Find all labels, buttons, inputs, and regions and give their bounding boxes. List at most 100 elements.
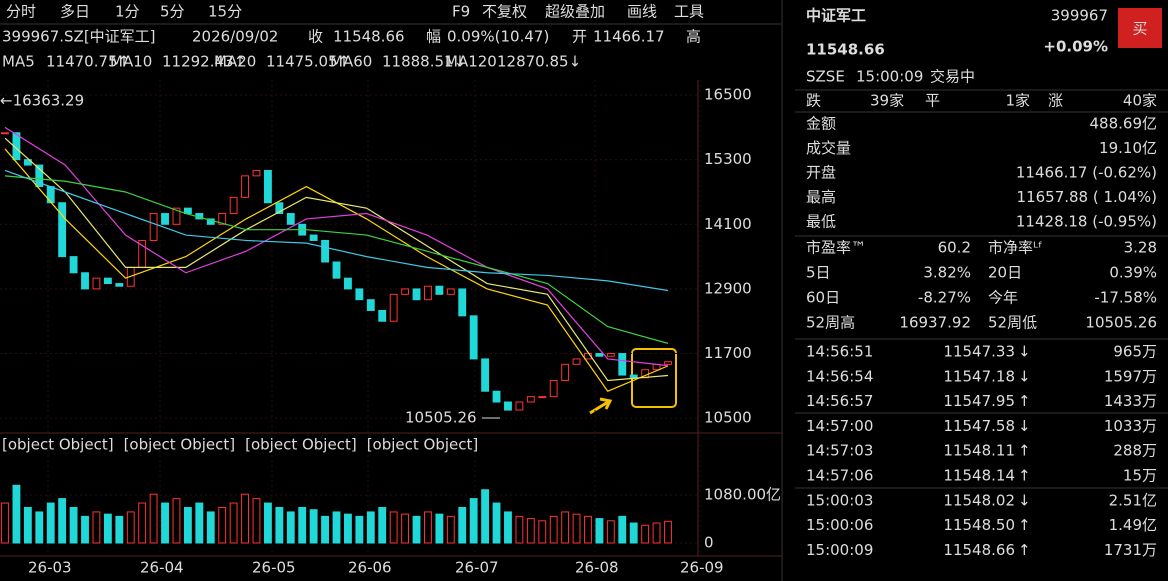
trade-price: 11548.50	[943, 516, 1015, 534]
volume-bar	[126, 511, 135, 544]
y-tick-label: 12900	[704, 279, 752, 297]
candle	[412, 288, 421, 301]
trade-volume: 15万	[1123, 467, 1157, 485]
stat-label: 金额	[806, 115, 836, 133]
trade-price: 11547.18	[943, 367, 1015, 385]
candle	[492, 390, 501, 403]
annotation: ←16363.29	[0, 92, 84, 110]
breadth: 39家	[870, 92, 904, 110]
info-text: 幅	[426, 28, 441, 46]
trade-arrow: ↓	[1018, 343, 1031, 361]
stat-label: 5日	[806, 264, 831, 282]
candle	[286, 213, 295, 225]
x-tick-label: 26-05	[252, 559, 296, 577]
candle	[12, 132, 21, 161]
volume-bar	[138, 502, 147, 544]
trade-volume: 288万	[1113, 442, 1157, 460]
volume-bar	[584, 515, 592, 544]
toolbar-button[interactable]: 工具	[674, 3, 704, 21]
trade-price: 11547.58	[943, 417, 1015, 435]
ma-line	[4, 169, 669, 292]
toolbar-button[interactable]: 5分	[160, 3, 185, 21]
y-tick-label: 10500	[704, 409, 752, 427]
breadth: 1家	[1005, 92, 1030, 110]
candle	[275, 202, 284, 215]
candle	[332, 261, 341, 279]
volume-bar	[435, 513, 444, 544]
trade-time: 14:57:00	[806, 417, 873, 435]
volume-bar	[298, 506, 307, 544]
volume-bar	[595, 518, 604, 544]
trade-volume: 1597万	[1104, 367, 1157, 385]
volume-bar	[504, 511, 512, 544]
buy-button[interactable]	[1118, 8, 1162, 48]
candle	[58, 202, 67, 258]
y-tick-label: 11700	[704, 344, 752, 362]
volume-bar	[332, 511, 341, 544]
trade-price: 11548.02	[943, 491, 1015, 509]
trade-arrow: ↑	[1018, 516, 1031, 534]
volume-bar	[549, 515, 558, 544]
volume-bar	[206, 511, 215, 544]
trade-arrow: ↑	[1018, 392, 1031, 410]
ma-line	[4, 137, 669, 382]
breadth: 跌	[806, 92, 821, 110]
toolbar-button[interactable]: 15分	[208, 3, 242, 21]
arrow	[589, 397, 613, 415]
toolbar-button[interactable]: F9	[452, 3, 470, 21]
candle	[446, 288, 455, 295]
trade-arrow: ↑	[1018, 442, 1031, 460]
legend-text: [object Object]	[2, 436, 114, 454]
volume-bar	[218, 506, 227, 544]
volume-bar	[652, 522, 661, 544]
toolbar-button[interactable]: 分时	[6, 3, 36, 21]
legend-text: [object Object]	[124, 436, 236, 454]
volume-bar	[92, 511, 101, 544]
candle	[549, 379, 558, 398]
stat-label: 60日	[806, 289, 840, 307]
candle	[35, 164, 44, 188]
x-tick-label: 26-09	[680, 559, 724, 577]
ma-line	[4, 175, 669, 344]
volume-bar	[183, 506, 192, 544]
candle	[229, 196, 238, 215]
volume-bar	[538, 520, 547, 544]
volume-bar	[561, 511, 570, 544]
buy-label[interactable]: 买	[1132, 20, 1147, 38]
stat-value: -17.58%	[1094, 289, 1157, 307]
stat-label: 市净率ᴸᶠ	[988, 239, 1043, 257]
candle	[149, 213, 158, 241]
candle	[115, 283, 124, 287]
y-tick-label: 15300	[704, 150, 752, 168]
legend-value: 11470.75↑	[46, 53, 130, 71]
trade-price: 11548.11	[943, 442, 1015, 460]
volume-bar	[103, 513, 112, 544]
toolbar-button[interactable]: 1分	[115, 3, 140, 21]
x-tick-label: 26-04	[140, 559, 184, 577]
stat-value: 11657.88 ( 1.04%)	[1017, 188, 1157, 206]
trade-time: 14:56:54	[806, 367, 873, 385]
candle	[344, 277, 352, 290]
trade-price: 11547.95	[943, 392, 1015, 410]
info-text: 2026/09/02	[192, 28, 278, 46]
toolbar-button[interactable]: 画线	[627, 3, 657, 21]
volume-bar	[161, 502, 169, 544]
info-text: 399967.SZ[中证军工]	[2, 28, 156, 46]
x-tick-label: 26-07	[455, 559, 499, 577]
candle	[401, 288, 410, 295]
stat-label: 52周高	[806, 314, 855, 332]
stat-value: 11466.17 (-0.62%)	[1016, 164, 1157, 182]
toolbar-button[interactable]: 不复权	[482, 3, 527, 21]
stat-label: 今年	[988, 289, 1018, 307]
volume-bar	[309, 509, 318, 544]
candle	[366, 299, 375, 311]
breadth: 40家	[1123, 92, 1157, 110]
toolbar-button[interactable]: 超级叠加	[545, 3, 605, 21]
volume-bar	[115, 515, 124, 544]
volume-bar	[12, 484, 21, 544]
candle	[218, 213, 227, 225]
volume-bar	[401, 513, 410, 544]
volume-bar	[58, 498, 67, 544]
legend-value: 12870.85↓	[497, 53, 581, 71]
toolbar-button[interactable]: 多日	[60, 3, 90, 21]
